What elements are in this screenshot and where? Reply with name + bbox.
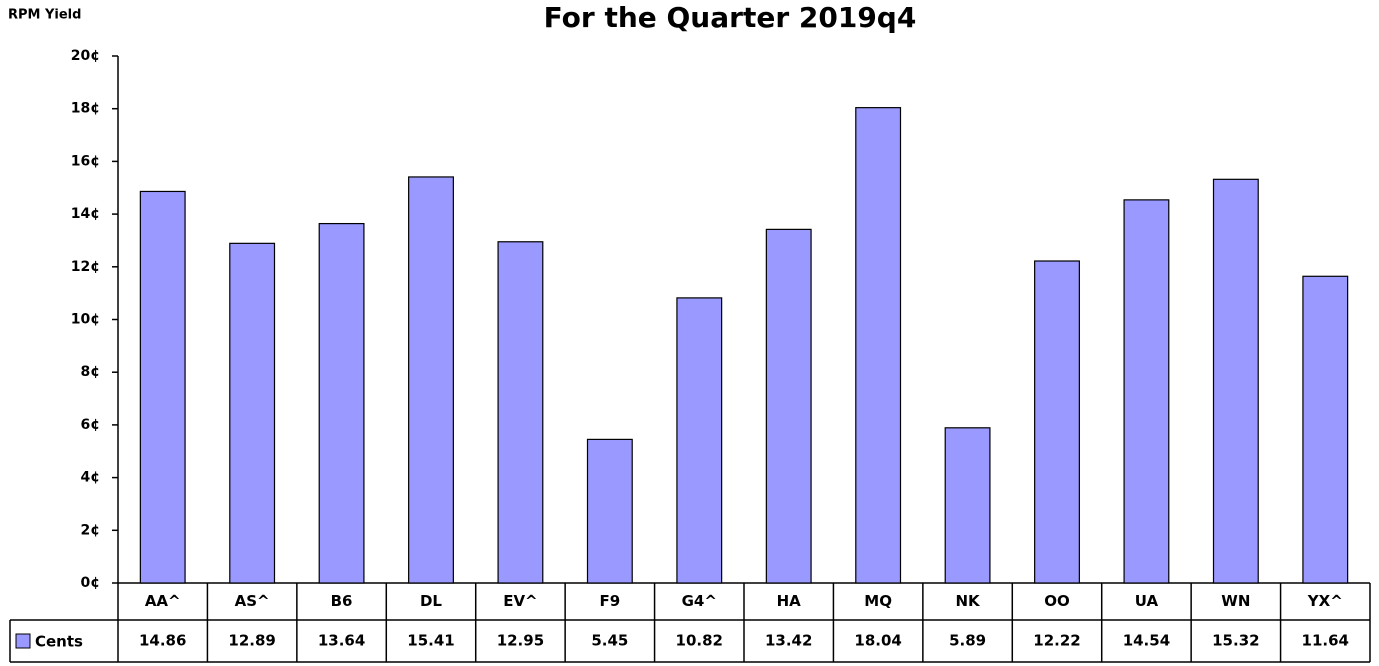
bar: [408, 176, 454, 584]
x-tick-label: YX^: [1307, 592, 1343, 610]
x-tick-label: UA: [1135, 592, 1159, 610]
table-value: 12.22: [1033, 632, 1080, 650]
y-tick-label: 0¢: [81, 575, 100, 591]
y-tick-label: 12¢: [71, 259, 100, 275]
y-tick-label: 2¢: [81, 522, 100, 538]
bar: [676, 297, 723, 584]
y-tick-label: 8¢: [81, 364, 100, 380]
table-value: 10.82: [676, 632, 723, 650]
x-tick-label: MQ: [864, 592, 892, 610]
table-value: 12.95: [497, 632, 544, 650]
chart-title: For the Quarter 2019q4: [544, 1, 917, 34]
table-value: 5.45: [591, 632, 628, 650]
table-value: 15.41: [407, 632, 454, 650]
y-tick-label: 10¢: [71, 312, 100, 328]
bar: [855, 107, 902, 584]
table-value: 12.89: [228, 632, 275, 650]
x-tick-label: HA: [777, 592, 802, 610]
table-value: 11.64: [1302, 632, 1349, 650]
legend-swatch: [15, 633, 31, 649]
bar: [765, 228, 812, 584]
y-tick-label: 14¢: [71, 206, 100, 222]
table-value: 14.54: [1123, 632, 1170, 650]
bar: [497, 241, 544, 584]
x-tick-label: NK: [955, 592, 981, 610]
x-tick-label: AS^: [235, 592, 270, 610]
bar: [318, 222, 365, 584]
y-tick-label: 6¢: [81, 417, 100, 433]
x-tick-label: WN: [1221, 592, 1250, 610]
x-tick-label: OO: [1044, 592, 1070, 610]
y-axis-label: RPM Yield: [8, 8, 81, 23]
bar: [1034, 260, 1080, 584]
y-tick-label: 18¢: [71, 101, 100, 117]
table-value: 15.32: [1212, 632, 1259, 650]
x-tick-label: F9: [600, 592, 621, 610]
table-value: 14.86: [139, 632, 186, 650]
x-tick-label: AA^: [145, 592, 181, 610]
table-value: 13.64: [318, 632, 365, 650]
legend-label: Cents: [35, 633, 83, 651]
table-value: 5.89: [949, 632, 986, 650]
x-tick-label: EV^: [503, 592, 537, 610]
x-tick-label: DL: [420, 592, 442, 610]
x-tick-label: B6: [331, 592, 353, 610]
bar: [1302, 275, 1349, 584]
bar: [139, 190, 186, 584]
table-value: 18.04: [854, 632, 901, 650]
y-tick-label: 16¢: [71, 153, 100, 169]
bar: [586, 438, 633, 584]
table-value: 13.42: [765, 632, 812, 650]
y-tick-label: 20¢: [71, 48, 100, 64]
bar: [1123, 199, 1170, 584]
x-tick-label: G4^: [682, 592, 717, 610]
bar: [1212, 178, 1259, 584]
bar: [229, 242, 276, 584]
y-tick-label: 4¢: [81, 470, 100, 486]
bar: [944, 427, 991, 584]
